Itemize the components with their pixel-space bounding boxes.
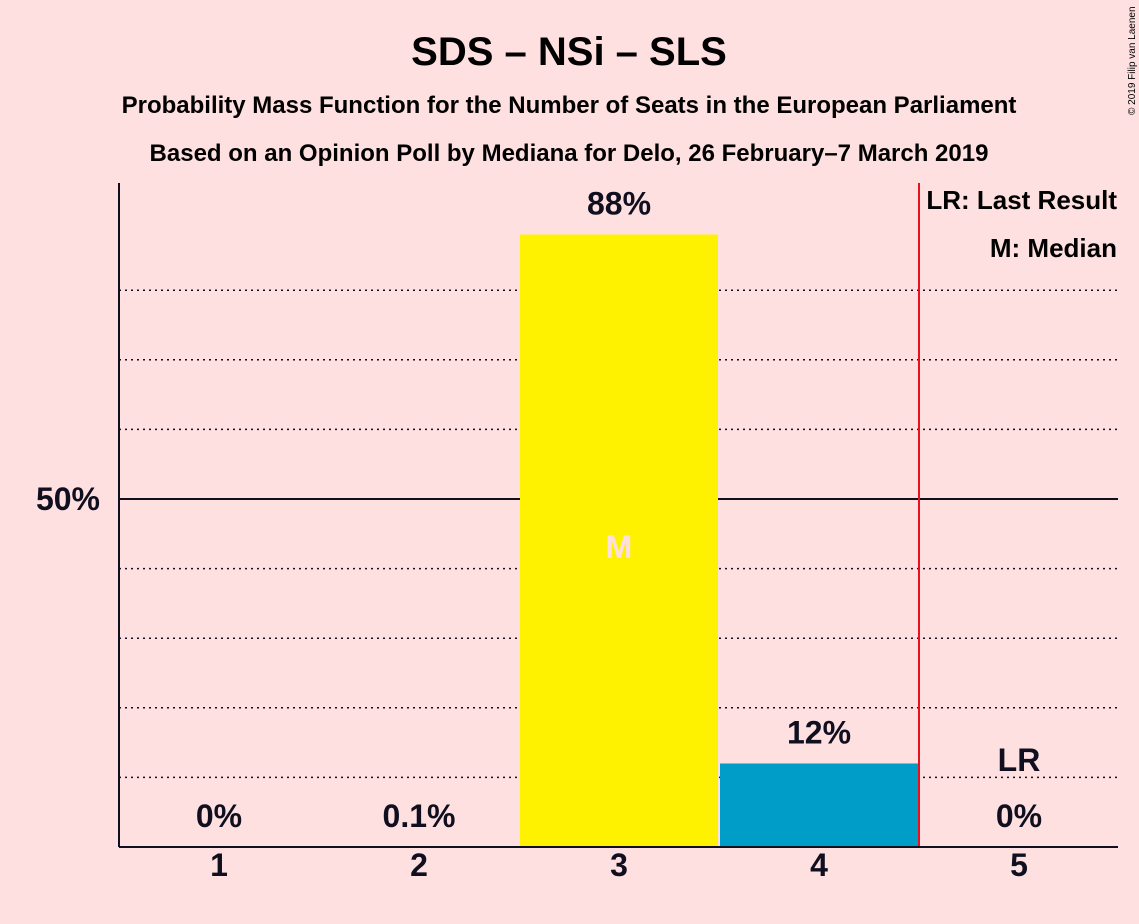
chart-subtitle-2: Based on an Opinion Poll by Mediana for … — [150, 140, 989, 167]
legend-last-result: LR: Last Result — [926, 185, 1117, 215]
bar-value-label-3: 88% — [587, 186, 651, 222]
bar-value-label-2: 0.1% — [383, 798, 456, 834]
bar-value-label-4: 12% — [787, 714, 851, 750]
bar-value-label-5: 0% — [996, 798, 1042, 834]
median-marker: M — [606, 529, 633, 565]
bar-labels: 0% 0.1% 88% M 12% 0% LR — [196, 186, 1042, 834]
x-tick-label-3: 3 — [610, 847, 628, 883]
x-tick-label-4: 4 — [810, 847, 828, 883]
x-tick-label-1: 1 — [210, 847, 228, 883]
x-tick-label-5: 5 — [1010, 847, 1028, 883]
copyright-notice: © 2019 Filip van Laenen — [1127, 6, 1138, 115]
legend-median: M: Median — [990, 233, 1117, 263]
bars — [320, 234, 918, 847]
chart-subtitle-1: Probability Mass Function for the Number… — [122, 92, 1017, 119]
last-result-marker: LR — [998, 742, 1041, 778]
x-axis-ticks: 1 2 3 4 5 — [210, 847, 1028, 883]
y-axis-ticks: 50% — [36, 481, 100, 517]
x-tick-label-2: 2 — [410, 847, 428, 883]
y-tick-label-50: 50% — [36, 481, 100, 517]
bar-3 — [520, 234, 718, 847]
bar-4 — [720, 763, 918, 847]
bar-value-label-1: 0% — [196, 798, 242, 834]
chart-title: SDS – NSi – SLS — [411, 30, 727, 74]
